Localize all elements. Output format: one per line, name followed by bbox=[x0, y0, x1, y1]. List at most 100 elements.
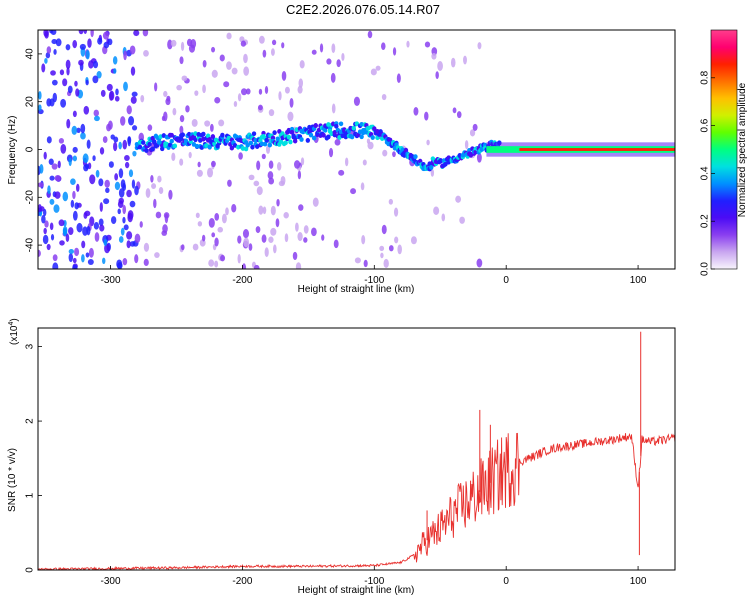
spectrogram-cell bbox=[113, 136, 119, 143]
spectrogram-cell bbox=[197, 161, 201, 168]
spectrogram-ridge-cell bbox=[186, 131, 192, 137]
spectrogram-cell bbox=[284, 233, 289, 243]
colorbar-tick-label: 0.4 bbox=[700, 166, 711, 180]
spectrogram-cell bbox=[243, 53, 248, 64]
spectrogram-cell bbox=[88, 247, 94, 258]
spectrogram-ridge-cell bbox=[359, 121, 364, 127]
spectrogram-cell bbox=[258, 35, 265, 44]
spectrogram-cell bbox=[85, 79, 89, 86]
spectrogram-cell bbox=[65, 233, 70, 243]
spectrogram-cell bbox=[256, 186, 263, 196]
spectrogram-cell bbox=[38, 182, 44, 188]
spectrogram-cell bbox=[284, 86, 290, 94]
spectrogram-cell bbox=[295, 262, 302, 269]
snr-x-tick-label: 0 bbox=[503, 576, 509, 587]
spectrogram-cell bbox=[87, 259, 94, 266]
spectrogram-cell bbox=[191, 118, 198, 127]
spectrogram-cell bbox=[464, 140, 469, 150]
spectrogram-cell bbox=[240, 88, 248, 96]
spectrogram-ridge-cell bbox=[338, 121, 344, 127]
spectrogram-cell bbox=[81, 240, 86, 249]
spectrogram-cell bbox=[51, 39, 58, 45]
spectrogram-cell bbox=[154, 252, 160, 258]
spectrogram-cell bbox=[188, 151, 192, 159]
spectrogram-cell bbox=[270, 48, 275, 56]
spectrogram-cell bbox=[361, 235, 366, 245]
spectrogram-cell bbox=[46, 46, 52, 54]
spectrogram-cell bbox=[49, 175, 55, 181]
spectrogram-cell bbox=[463, 55, 467, 65]
spectrogram-cell bbox=[78, 30, 84, 35]
spectrogram-cell bbox=[54, 174, 61, 182]
spectrogram-cell bbox=[114, 95, 120, 102]
spectrogram-cell bbox=[459, 216, 465, 224]
spectrogram-cell bbox=[201, 234, 206, 242]
spectrogram-cell bbox=[109, 90, 115, 101]
spectrogram-cell bbox=[257, 104, 263, 111]
spectrogram-cell bbox=[211, 46, 216, 53]
spectrogram-cell bbox=[70, 178, 76, 185]
spectrogram-ridge-cell bbox=[278, 139, 284, 145]
spectrogram-cell bbox=[68, 157, 72, 167]
spectrogram-cell bbox=[214, 213, 220, 221]
spectrogram-cell bbox=[74, 247, 80, 257]
spectrogram-cell bbox=[237, 254, 241, 264]
spectrogram-ridge-cell bbox=[150, 146, 155, 152]
spectrogram-cell bbox=[132, 150, 137, 157]
spectrogram-cell bbox=[276, 198, 280, 207]
spectrogram-cell bbox=[299, 60, 305, 69]
spectrogram-cell bbox=[424, 41, 431, 48]
spectrogram-ridge-cell bbox=[354, 121, 360, 127]
spectrogram-cell bbox=[58, 137, 65, 144]
spectrogram-cell bbox=[85, 252, 90, 258]
spectrogram-cell bbox=[344, 157, 349, 167]
spectrogram-cell bbox=[120, 116, 126, 126]
spectrogram-cell bbox=[76, 183, 80, 192]
spectrogram-cell bbox=[52, 262, 59, 269]
spectrogram-ridge-cell bbox=[267, 142, 273, 148]
spectrogram-cell bbox=[393, 207, 399, 217]
spectrogram-ridge-cell bbox=[251, 131, 257, 137]
spectrogram-cell bbox=[100, 89, 106, 97]
spectrogram-cell bbox=[113, 68, 117, 74]
spectrogram-cell bbox=[70, 199, 75, 208]
spectrogram-ridge-cell bbox=[277, 129, 282, 134]
spectrogram-cell bbox=[131, 179, 136, 189]
spectrogram-cell bbox=[262, 49, 267, 58]
spectrogram-cell bbox=[353, 96, 361, 106]
spectrogram-cell bbox=[92, 155, 96, 162]
spectrogram-cell bbox=[157, 175, 162, 183]
spectrogram-cell bbox=[170, 39, 177, 47]
spectrogram-cell bbox=[104, 179, 110, 188]
snr-frame bbox=[37, 327, 676, 571]
spectrogram-ridge-cell bbox=[270, 135, 276, 141]
spectrogram-cell bbox=[258, 88, 263, 95]
spectrogram-cell bbox=[477, 42, 482, 50]
spectrogram-cell bbox=[84, 210, 91, 217]
spectrogram-ridge-cell bbox=[413, 154, 418, 160]
spectrogram-cell bbox=[139, 221, 143, 228]
spectrogram-cell bbox=[204, 120, 211, 127]
spectrogram-cell bbox=[350, 188, 357, 195]
spectrogram-cell bbox=[281, 70, 287, 81]
spectrogram-cell bbox=[162, 224, 168, 234]
spectrogram-x-label: Height of straight line (km) bbox=[298, 284, 415, 295]
spectrogram-cell bbox=[53, 204, 60, 213]
spectrogram-x-tick-label: 0 bbox=[503, 275, 509, 286]
spectrogram-cell bbox=[243, 66, 250, 76]
spectrogram-cell bbox=[122, 258, 128, 266]
spectrogram-cell bbox=[114, 181, 121, 191]
spectrogram-cell bbox=[192, 243, 199, 251]
snr-y-tick-label: 2 bbox=[25, 418, 36, 424]
spectrogram-cell bbox=[188, 44, 196, 53]
snr-exponent-close: ) bbox=[9, 318, 20, 321]
spectrogram-ridge-cell bbox=[292, 138, 298, 144]
spectrogram-cell bbox=[55, 38, 62, 47]
spectrogram-ridge-cell bbox=[193, 137, 198, 143]
spectrogram-cell bbox=[248, 174, 255, 181]
spectrogram-cell bbox=[134, 185, 139, 196]
spectrogram-cell bbox=[211, 160, 216, 168]
colorbar-frame bbox=[710, 29, 738, 270]
spectrogram-cell bbox=[197, 221, 203, 227]
spectrogram-cell bbox=[49, 222, 54, 231]
